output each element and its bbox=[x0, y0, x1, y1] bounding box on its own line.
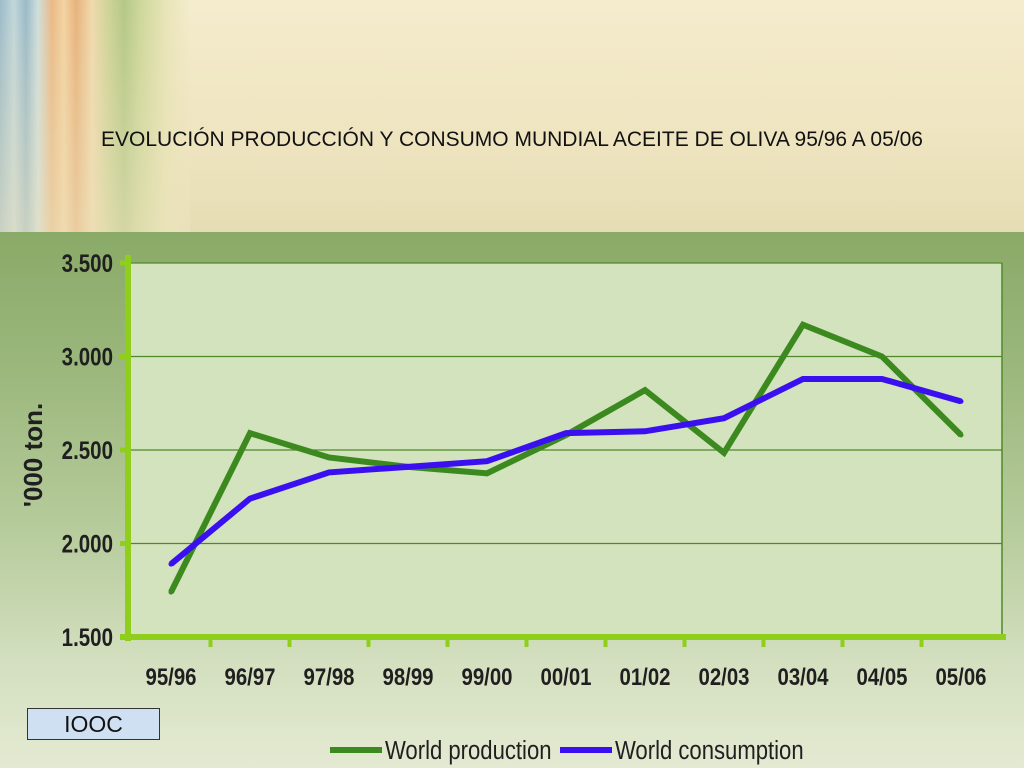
y-tick-label: 2.000 bbox=[62, 530, 113, 558]
data-point bbox=[721, 415, 727, 421]
data-point bbox=[879, 376, 885, 382]
data-point bbox=[879, 354, 885, 359]
data-point bbox=[168, 561, 174, 567]
x-tick-label: 04/05 bbox=[856, 663, 907, 690]
data-point bbox=[484, 458, 490, 464]
data-point bbox=[958, 432, 964, 438]
x-tick-label: 96/97 bbox=[224, 663, 275, 690]
page-title: EVOLUCIÓN PRODUCCIÓN Y CONSUMO MUNDIAL A… bbox=[101, 128, 923, 151]
data-point bbox=[642, 387, 648, 393]
y-axis-label: '000 ton. bbox=[18, 403, 48, 507]
y-tick-label: 2.500 bbox=[62, 436, 113, 464]
x-tick-label: 99/00 bbox=[461, 663, 512, 690]
x-tick-label: 97/98 bbox=[303, 663, 354, 690]
data-point bbox=[484, 470, 490, 476]
data-point bbox=[563, 430, 569, 436]
legend-label: World consumption bbox=[615, 736, 804, 765]
header-banner bbox=[0, 0, 1024, 232]
data-point bbox=[800, 322, 806, 328]
x-tick-label: 02/03 bbox=[698, 663, 749, 690]
data-point bbox=[800, 376, 806, 382]
data-point bbox=[721, 450, 727, 456]
y-tick-label: 3.000 bbox=[62, 343, 113, 371]
y-tick-label: 1.500 bbox=[62, 623, 113, 651]
data-point bbox=[326, 469, 332, 475]
data-point bbox=[642, 428, 648, 434]
data-point bbox=[168, 589, 174, 595]
decorative-stripes bbox=[0, 0, 190, 232]
x-tick-label: 95/96 bbox=[145, 663, 196, 690]
y-tick-label: 3.500 bbox=[62, 249, 113, 277]
data-point bbox=[247, 430, 253, 436]
x-tick-label: 98/99 bbox=[382, 663, 433, 690]
legend-label: World production bbox=[385, 736, 552, 765]
source-label: IOOC bbox=[27, 708, 160, 740]
x-tick-label: 03/04 bbox=[777, 663, 829, 690]
x-tick-label: 05/06 bbox=[935, 663, 986, 690]
data-point bbox=[326, 454, 332, 460]
data-point bbox=[247, 496, 253, 502]
data-point bbox=[958, 398, 964, 404]
data-point bbox=[405, 464, 411, 470]
x-tick-label: 00/01 bbox=[540, 663, 591, 690]
x-tick-label: 01/02 bbox=[619, 663, 670, 690]
